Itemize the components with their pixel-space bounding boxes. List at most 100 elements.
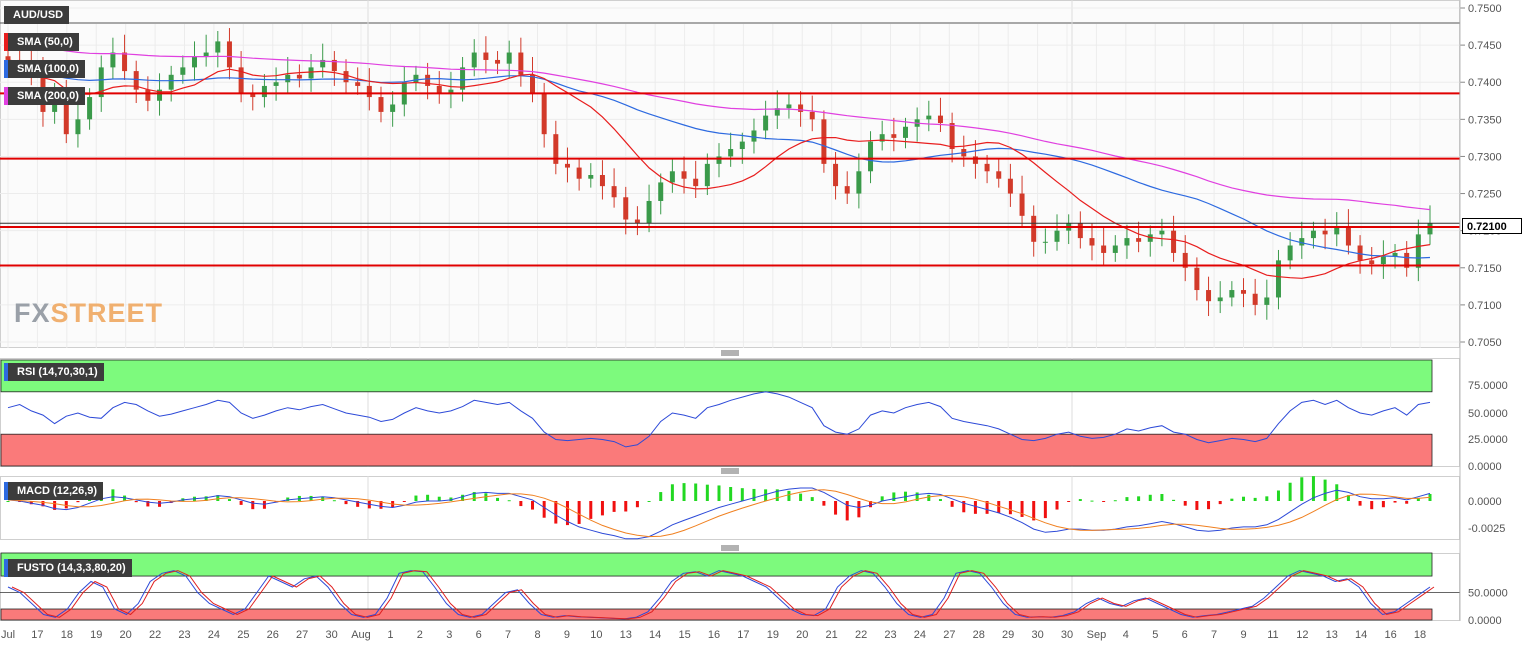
candle-body [1101,245,1107,253]
candle-body [425,74,431,86]
candle-body [1310,230,1316,239]
macd-histogram-bar [729,487,733,501]
x-tick-label: 22 [855,629,867,641]
x-tick-label: 12 [1296,629,1308,641]
macd-histogram-bar [402,501,406,502]
macd-histogram-bar [204,496,208,501]
candle-body [471,52,477,68]
macd-histogram-bar [41,501,45,507]
macd-histogram-bar [1055,501,1059,510]
candle-body [203,52,209,57]
x-tick-label: 23 [884,629,896,641]
candle-body [774,108,780,116]
price-pane[interactable] [0,28,1460,320]
candle-body [681,171,687,179]
macd-histogram-bar [519,501,523,507]
sma200-label[interactable]: SMA (200,0) [4,87,85,105]
fusto-label[interactable]: FUSTO (14,3,3,80,20) [4,559,132,577]
macd-histogram-bar [472,492,476,501]
x-tick-label: Jul [1,629,15,641]
macd-histogram-bar [64,501,68,509]
sma50-label[interactable]: SMA (50,0) [4,33,79,51]
candle-body [413,74,419,83]
macd-histogram-bar [6,501,10,502]
candle-body [518,52,524,75]
macd-histogram-bar [612,501,616,512]
candle-body [891,134,897,138]
macd-histogram-bar [694,483,698,501]
macd-histogram-bar [624,501,628,512]
sma200-line [7,44,1431,211]
fusto-y-tick-label: 0.0000 [1468,615,1502,627]
macd-pane-bg [0,476,1460,540]
candle-body [75,119,81,135]
axes: Jul 17 18 19 20 22 23 24 25 26 27 30 Aug 1 2 3 6 7 8 9 10 13 1… [1,0,1508,641]
candle-body [355,82,361,86]
macd-histogram-bar [1370,501,1374,510]
x-tick-label: 25 [237,629,249,641]
macd-histogram-bar [461,494,465,501]
macd-histogram-bar [717,485,721,501]
macd-histogram-bar [227,499,231,501]
macd-histogram-bar [682,483,686,501]
macd-histogram-bar [1311,476,1315,501]
candle-body [576,167,582,179]
macd-histogram-bar [29,501,33,505]
candle-body [553,134,559,164]
x-tick-label: 24 [914,629,926,641]
macd-histogram-bar [344,501,348,505]
candle-body [1369,260,1375,265]
x-tick-label: 16 [1384,629,1396,641]
x-tick-label: 24 [208,629,220,641]
macd-label[interactable]: MACD (12,26,9) [4,482,104,500]
macd-histogram-bar [973,501,977,514]
macd-histogram-bar [1148,494,1152,501]
candle-body [1322,230,1328,235]
macd-histogram-bar [309,495,313,501]
fusto-pane[interactable] [0,552,1460,621]
candle-body [634,219,640,224]
candle-body [564,163,570,168]
candle-body [1264,297,1270,305]
candle-body [343,71,349,83]
rsi-pane[interactable] [0,359,1433,467]
candle-body [215,41,221,53]
candle-body [1241,290,1247,294]
candle-body [296,74,302,79]
rsi-y-tick-label: 75.0000 [1468,380,1508,392]
macd-pane[interactable] [6,476,1432,540]
macd-histogram-bar [600,501,604,516]
candle-body [1019,193,1025,216]
macd-histogram-bar [1172,499,1176,501]
candle-body [366,85,372,98]
macd-histogram-bar [752,488,756,501]
candle-body [972,156,978,164]
x-tick-label: 30 [1031,629,1043,641]
macd-histogram-bar [1160,494,1164,501]
x-tick-label: 6 [476,629,482,641]
y-tick-label: 0.7050 [1468,337,1502,349]
candle-body [530,74,536,94]
sma100-label[interactable]: SMA (100,0) [4,60,85,78]
macd-histogram-bar [892,492,896,501]
macd-histogram-bar [1276,490,1280,501]
x-tick-label: 1 [387,629,393,641]
macd-histogram-bar [787,490,791,501]
x-tick-label: 10 [590,629,602,641]
candle-body [1042,241,1048,243]
y-tick-label: 0.7400 [1468,77,1502,89]
x-tick-label: 7 [505,629,511,641]
candle-body [1415,234,1421,268]
macd-histogram-bar [531,501,535,510]
macd-histogram-bar [216,495,220,501]
candle-body [937,115,943,124]
macd-histogram-bar [834,501,838,515]
candle-body [1031,215,1037,242]
candle-body [436,85,442,94]
rsi-label[interactable]: RSI (14,70,30,1) [4,363,104,381]
x-tick-label: 17 [737,629,749,641]
macd-histogram-bar [950,501,954,507]
candle-body [1334,226,1340,235]
candle-body [1380,256,1386,265]
